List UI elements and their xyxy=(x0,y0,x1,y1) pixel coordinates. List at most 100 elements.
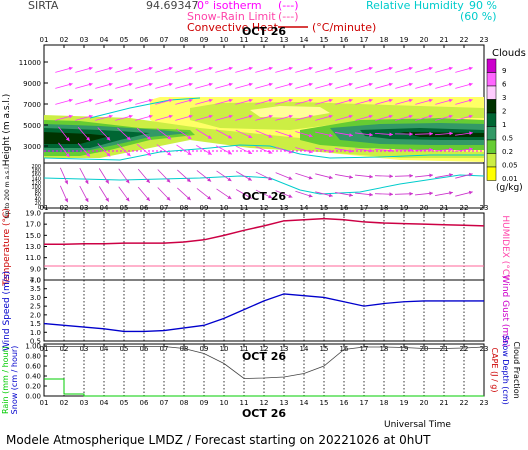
wind-arrow-head xyxy=(328,133,333,138)
wind-arrow-head xyxy=(146,178,150,183)
colorbar-unit: (g/kg) xyxy=(496,183,523,193)
wind-arrow-head xyxy=(388,98,393,103)
wind-arrow-head xyxy=(106,152,111,157)
wind-arrow-head xyxy=(268,194,273,199)
wind-arrow-head xyxy=(268,176,273,181)
wind-arrow-head xyxy=(308,133,313,138)
temp-x-label-11: 11 xyxy=(240,204,249,212)
wind-arrow-head xyxy=(105,179,109,184)
cloud-shapes xyxy=(44,97,484,162)
cloud-y-low-label-160: 160 xyxy=(31,172,41,178)
rain-x-label-20: 20 xyxy=(420,345,429,353)
wind-arrow-head xyxy=(148,82,153,87)
wind-arrow-head xyxy=(449,147,453,152)
rain-y-label-0.80: 0.80 xyxy=(25,353,41,361)
wind-arrow-head xyxy=(228,66,233,71)
temp-x-label-12: 12 xyxy=(260,204,269,212)
bottom-x-label-16: 16 xyxy=(340,399,349,407)
bottom-x-label-04: 04 xyxy=(100,399,109,407)
convective-unit: (°C/minute) xyxy=(312,21,376,34)
wind-arrow-head xyxy=(288,133,293,138)
wind-arrow-head xyxy=(167,151,172,156)
wind-arrow-head xyxy=(108,114,113,119)
rain-x-label-19: 19 xyxy=(400,345,409,353)
cloud-y-low-label-180: 180 xyxy=(31,168,41,174)
wind-ylabel: Wind Speed (m/s) xyxy=(2,271,12,351)
rain-x-label-16: 16 xyxy=(340,345,349,353)
cloud-x-label-13: 13 xyxy=(280,36,289,44)
wind-arrow-head xyxy=(288,82,293,87)
cloud-x-label-02: 02 xyxy=(60,36,69,44)
bottom-x-label-06: 06 xyxy=(140,399,149,407)
cape-ylabel: CAPE (J / g) xyxy=(490,348,499,393)
cloud-y-label-11000: 11000 xyxy=(19,59,41,67)
colorbar-cell-0.01 xyxy=(486,166,497,181)
wind-arrow-head xyxy=(227,177,232,182)
rain-x-label-06: 06 xyxy=(140,345,149,353)
temp-y-label-11.0: 11.0 xyxy=(25,254,41,262)
wind-arrow-head xyxy=(348,98,353,103)
wind-arrow-head xyxy=(108,98,113,103)
bottom-x-label-01: 01 xyxy=(40,399,49,407)
wind-arrow-head xyxy=(268,98,273,103)
wind-arrow-head xyxy=(288,114,293,119)
rain-y-label-0.00: 0.00 xyxy=(25,393,41,401)
wind-arrow-head xyxy=(126,136,131,141)
colorbar-label-2: 2 xyxy=(502,108,506,116)
colorbar-title: Clouds xyxy=(492,48,526,59)
rain-x-label-02: 02 xyxy=(60,345,69,353)
wind-arrow-head xyxy=(348,66,353,71)
wind-arrow-head xyxy=(168,66,173,71)
cloud-y-low-label-200: 200 xyxy=(31,164,41,170)
cloud-fraction-line xyxy=(44,346,485,379)
wind-arrow-head xyxy=(368,66,373,71)
wind-speed-line xyxy=(43,293,484,333)
rh90-contour xyxy=(43,144,484,161)
rain-x-label-10: 10 xyxy=(220,345,229,353)
rain-x-label-07: 07 xyxy=(160,345,169,353)
wind-arrow-head xyxy=(84,197,89,202)
wind-arrow-head xyxy=(188,114,193,119)
temp-x-label-02: 02 xyxy=(60,204,69,212)
colorbar-label-6: 6 xyxy=(502,81,507,89)
station-label: SIRTA xyxy=(28,0,59,12)
wind-arrow-head xyxy=(369,174,373,179)
temperature-panel: OCT 26 01 02 03 04 05 06 07 08 09 10 11 12 13 14 15 16 1… xyxy=(2,190,510,287)
temp-x-label-14: 14 xyxy=(300,204,309,212)
rh-90: 90 % xyxy=(469,0,497,12)
wind-arrow-head xyxy=(308,82,313,87)
wind-arrow-head xyxy=(228,98,233,103)
rain-x-label-15: 15 xyxy=(320,345,329,353)
rain-x-label-14: 14 xyxy=(300,345,309,353)
temp-x-label-10: 10 xyxy=(220,204,229,212)
wind-arrow-head xyxy=(64,180,68,185)
wind-arrow-head xyxy=(369,132,373,137)
wind-arrow-head xyxy=(468,114,473,119)
wind-arrow-head xyxy=(68,66,73,71)
wind-arrow-head xyxy=(468,82,473,87)
cloud-x-label-05: 05 xyxy=(120,36,129,44)
rain-x-label-03: 03 xyxy=(80,345,89,353)
wind-arrow-head xyxy=(368,114,373,119)
wind-arrow-head xyxy=(448,82,453,87)
wind-y-label-2.5: 2.5 xyxy=(30,303,41,311)
wind-arrow-head xyxy=(409,173,413,178)
cloud-date-label: OCT 26 xyxy=(242,25,286,38)
wind-arrow-head xyxy=(68,114,73,119)
wind-arrow-head xyxy=(186,178,191,183)
wind-arrow-head xyxy=(148,98,153,103)
temp-x-label-21: 21 xyxy=(440,204,449,212)
rain-x-label-22: 22 xyxy=(460,345,469,353)
snow-depth-ylabel: Snow Depth (cm) xyxy=(501,335,510,404)
wind-arrow-head xyxy=(207,135,212,139)
wind-arrow-head xyxy=(388,66,393,71)
rain-y-label-1.00: 1.00 xyxy=(25,343,41,351)
wind-arrow-head xyxy=(247,177,252,181)
wind-arrow-head xyxy=(207,177,212,182)
cloud-x-label-14: 14 xyxy=(300,36,309,44)
convective-legend: Convective Heat xyxy=(187,21,279,34)
wind-arrow-head xyxy=(166,196,171,201)
temp-y-label-7.0: 7.0 xyxy=(30,277,41,285)
rain-date-label: OCT 26 xyxy=(242,350,286,363)
wind-y-label-3.5: 3.5 xyxy=(30,285,41,293)
